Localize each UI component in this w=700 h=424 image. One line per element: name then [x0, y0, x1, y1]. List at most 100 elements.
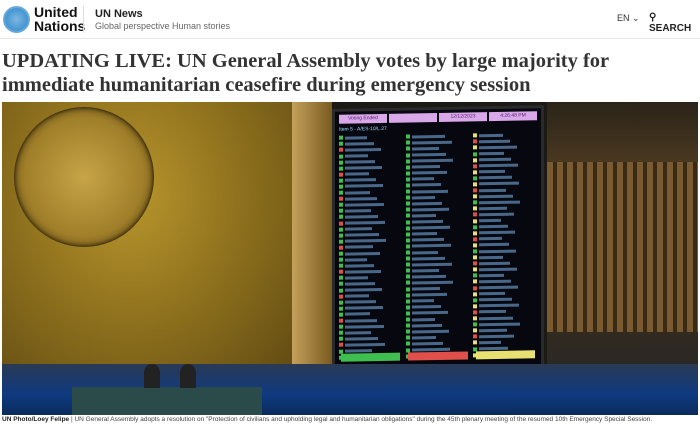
- vote-dot: [473, 273, 477, 278]
- vote-dot: [406, 226, 410, 231]
- vote-dot: [339, 288, 343, 293]
- vote-dot: [339, 282, 343, 287]
- vote-dot: [473, 194, 477, 199]
- vote-dot: [339, 172, 343, 177]
- vote-dot: [339, 336, 343, 342]
- vote-column: [339, 134, 403, 361]
- vote-dot: [473, 261, 477, 266]
- un-emblem-icon[interactable]: [3, 6, 30, 33]
- vote-dot: [406, 280, 410, 286]
- vote-dot: [339, 221, 343, 226]
- vote-dot: [339, 312, 343, 317]
- vote-dot: [339, 233, 343, 238]
- vote-dot: [473, 346, 477, 351]
- vote-dot: [339, 215, 343, 220]
- vote-dot: [406, 335, 410, 340]
- vote-dot: [406, 195, 410, 200]
- person: [180, 364, 196, 388]
- vote-dot: [473, 145, 477, 150]
- vote-dot: [339, 263, 343, 268]
- vote-dot: [473, 304, 477, 309]
- vote-dot: [406, 244, 410, 249]
- vote-dot: [339, 251, 343, 256]
- vote-dot: [473, 316, 477, 321]
- vote-dot: [339, 227, 343, 232]
- vote-dot: [473, 291, 477, 297]
- vote-dot: [339, 148, 343, 153]
- divider: [83, 6, 84, 33]
- un-emblem: [14, 107, 154, 247]
- vote-dot: [339, 306, 343, 311]
- vote-dot: [473, 243, 477, 248]
- vote-dot: [339, 184, 343, 189]
- vote-dot: [473, 176, 477, 181]
- vote-dot: [473, 322, 477, 327]
- vote-dot: [406, 262, 410, 267]
- vote-dot: [473, 224, 477, 230]
- vote-dot: [406, 317, 410, 322]
- vote-dot: [406, 287, 410, 292]
- un-logo[interactable]: United Nations: [34, 4, 86, 34]
- vote-dot: [339, 196, 343, 201]
- vote-dot: [339, 190, 343, 195]
- vote-dot: [406, 146, 410, 151]
- vote-dot: [339, 294, 343, 299]
- language-selector[interactable]: EN ⌄: [617, 13, 640, 23]
- vote-dot: [406, 153, 410, 158]
- vote-dot: [339, 160, 343, 165]
- vote-dot: [406, 183, 410, 188]
- vote-dot: [339, 318, 343, 323]
- vote-dot: [406, 220, 410, 225]
- search-button[interactable]: ⚲ SEARCH: [649, 12, 692, 34]
- article-photo: Voting Ended 12/12/2023 4:26:48 PM Item …: [2, 102, 698, 415]
- vote-dot: [339, 154, 343, 159]
- vote-dot: [339, 209, 343, 214]
- vote-dot: [473, 139, 477, 144]
- vote-dot: [406, 329, 410, 334]
- vote-dot: [473, 255, 477, 260]
- vote-dot: [406, 134, 410, 139]
- vote-dot: [473, 334, 477, 339]
- vote-dot: [339, 276, 343, 281]
- vote-dot: [473, 285, 477, 290]
- vote-dot: [406, 268, 410, 273]
- vote-dot: [473, 206, 477, 211]
- vote-dot: [339, 349, 343, 354]
- vote-dot: [406, 201, 410, 206]
- vote-dot: [406, 165, 410, 170]
- vote-dot: [339, 239, 343, 244]
- vote-column: [406, 133, 470, 360]
- vote-dot: [406, 311, 410, 316]
- vote-dot: [473, 249, 477, 254]
- vote-dot: [473, 237, 477, 242]
- chevron-down-icon: ⌄: [632, 13, 640, 23]
- vote-dot: [473, 267, 477, 272]
- vote-dot: [339, 330, 343, 335]
- vote-dot: [473, 298, 477, 303]
- vote-dot: [473, 151, 477, 156]
- vote-dot: [473, 157, 477, 162]
- vote-dot: [339, 178, 343, 183]
- vote-dot: [473, 212, 477, 217]
- person: [144, 364, 160, 388]
- vote-dot: [473, 188, 477, 193]
- vote-dot: [473, 200, 477, 205]
- vote-dot: [339, 135, 343, 140]
- site-title[interactable]: UN News: [95, 8, 143, 20]
- vote-dot: [339, 257, 343, 262]
- voting-board: Voting Ended 12/12/2023 4:26:48 PM Item …: [332, 105, 544, 371]
- vote-dot: [473, 340, 477, 345]
- photo-caption: UN Photo/Loey Felipe | UN General Assemb…: [2, 416, 653, 423]
- vote-dot: [406, 189, 410, 194]
- tagline: Global perspective Human stories: [95, 21, 231, 31]
- vote-dot: [406, 341, 410, 346]
- vote-dot: [339, 343, 343, 348]
- vote-dot: [339, 141, 343, 147]
- vote-dot: [339, 324, 343, 329]
- search-icon: ⚲: [649, 12, 657, 23]
- vote-dot: [339, 269, 343, 275]
- abstain-total-bar: [475, 350, 535, 360]
- vote-dot: [406, 250, 410, 255]
- vote-dot: [406, 274, 410, 279]
- vote-dot: [406, 305, 410, 310]
